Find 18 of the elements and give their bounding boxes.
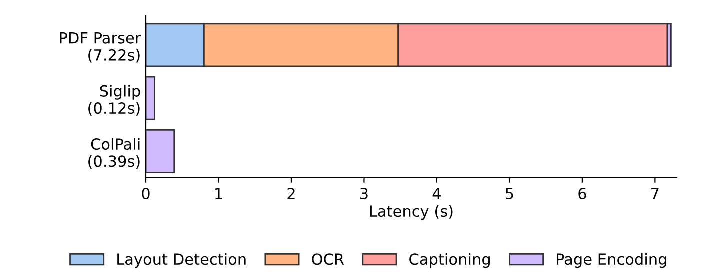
bar — [146, 130, 176, 174]
legend-label: Layout Detection — [118, 253, 246, 268]
y-tick-label: ColPali (0.39s) — [88, 138, 140, 169]
x-tick-label: 2 — [288, 188, 295, 200]
x-tick-label: 3 — [360, 188, 368, 200]
x-tick-label: 4 — [432, 188, 441, 200]
x-tick-label: 6 — [578, 188, 586, 200]
legend-label: Page Encoding — [557, 253, 666, 268]
legend-label: Captioning — [410, 253, 490, 268]
y-tick-label: PDF Parser (7.22s) — [60, 32, 142, 63]
bar — [146, 76, 156, 120]
y-tick-label: Siglip (0.12s) — [88, 85, 140, 116]
x-tick-label: 5 — [506, 188, 514, 200]
legend-label: OCR — [312, 254, 344, 266]
x-tick-label: 7 — [652, 188, 659, 200]
x-axis-title: Latency (s) — [370, 205, 453, 220]
x-tick-label: 0 — [142, 188, 150, 200]
x-tick-label: 1 — [216, 188, 222, 200]
